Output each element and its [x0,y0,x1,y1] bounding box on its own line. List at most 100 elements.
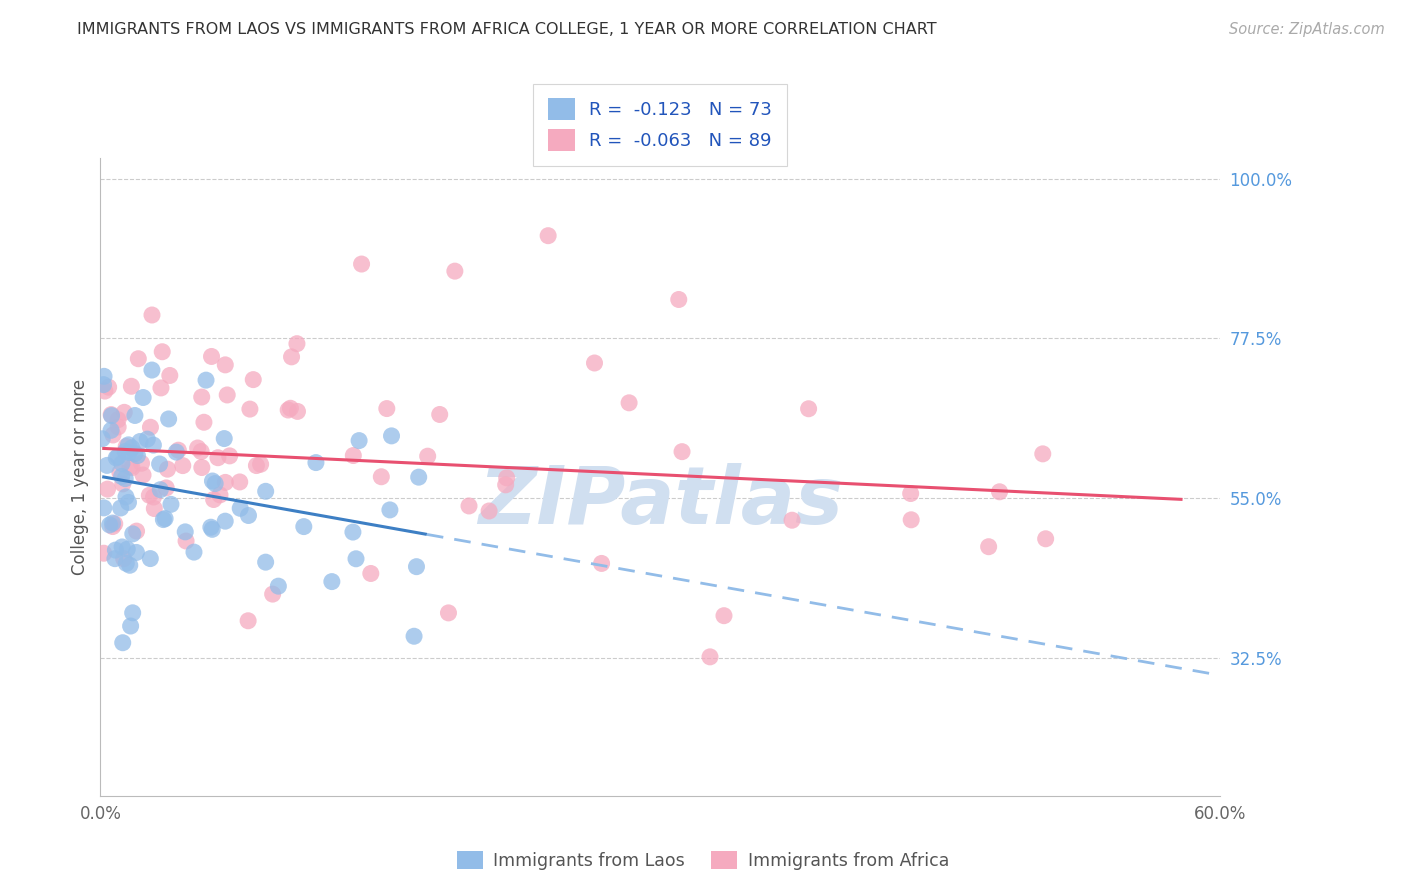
Point [94,384,117,398]
Point [100,409,122,423]
Point [350,257,373,271]
Point [100,423,122,437]
Point [149,457,172,471]
Point [124,409,146,423]
Point [150,344,173,359]
Point [212,432,235,446]
Point [117,542,139,557]
Point [132,391,155,405]
Point [125,545,148,559]
Text: ZIPatlas: ZIPatlas [478,463,842,541]
Point [111,636,134,650]
Point [183,545,205,559]
Point [229,501,252,516]
Legend: R =  -0.123   N = 73, R =  -0.063   N = 89: R = -0.123 N = 73, R = -0.063 N = 89 [533,84,787,166]
Point [100,408,122,422]
Point [117,495,139,509]
Point [149,381,172,395]
Point [617,396,640,410]
Point [114,472,136,486]
Point [402,629,425,643]
Point [214,514,236,528]
Point [668,293,690,307]
Text: Source: ZipAtlas.com: Source: ZipAtlas.com [1229,22,1385,37]
Point [120,379,142,393]
Point [285,336,308,351]
Y-axis label: College, 1 year or more: College, 1 year or more [72,379,89,574]
Point [495,478,517,492]
Point [242,373,264,387]
Point [478,504,501,518]
Point [174,524,197,539]
Point [121,460,143,475]
Point [107,450,129,464]
Point [167,443,190,458]
Point [97,380,120,394]
Point [118,445,141,459]
Point [120,619,142,633]
Point [131,456,153,470]
Point [124,447,146,461]
Point [287,404,309,418]
Point [110,469,132,483]
Point [121,527,143,541]
Point [583,356,606,370]
Point [104,551,127,566]
Point [437,606,460,620]
Point [699,649,721,664]
Point [195,373,218,387]
Point [280,401,302,416]
Point [321,574,343,589]
Point [236,614,259,628]
Point [416,449,439,463]
Point [187,441,209,455]
Point [207,450,229,465]
Point [101,519,124,533]
Point [107,413,129,427]
Point [200,520,222,534]
Point [444,264,467,278]
Point [360,566,382,581]
Point [190,390,212,404]
Point [254,555,277,569]
Point [107,420,129,434]
Point [202,492,225,507]
Point [305,456,328,470]
Point [108,466,131,480]
Point [139,551,162,566]
Point [101,428,124,442]
Point [118,558,141,573]
Point [111,477,134,491]
Point [262,587,284,601]
Point [347,434,370,448]
Point [91,432,114,446]
Point [280,350,302,364]
Point [156,462,179,476]
Point [141,308,163,322]
Point [245,458,267,473]
Point [254,484,277,499]
Point [429,408,451,422]
Point [142,438,165,452]
Point [105,450,128,465]
Point [111,457,134,471]
Point [370,469,392,483]
Point [98,517,121,532]
Point [239,402,262,417]
Point [112,551,135,566]
Point [408,470,430,484]
Point [93,377,115,392]
Point [378,503,401,517]
Point [104,543,127,558]
Point [114,444,136,458]
Point [214,475,236,490]
Point [115,490,138,504]
Point [238,508,260,523]
Point [93,500,115,515]
Point [900,513,922,527]
Point [136,432,159,446]
Point [193,415,215,429]
Point [671,444,693,458]
Point [121,441,143,455]
Point [201,474,224,488]
